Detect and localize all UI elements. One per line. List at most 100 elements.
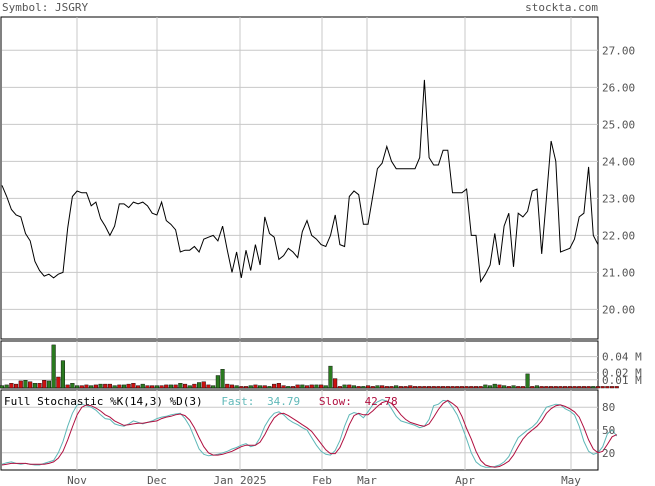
volume-bar: [549, 386, 554, 389]
volume-bar: [394, 385, 399, 389]
volume-bar: [60, 360, 65, 389]
volume-bar: [361, 386, 366, 389]
volume-bar: [9, 383, 14, 389]
volume-bar: [605, 386, 610, 389]
volume-bar: [389, 386, 394, 389]
volume-bar: [558, 386, 563, 389]
stochastic-tick-label: 80: [602, 401, 615, 414]
volume-bar: [187, 385, 192, 389]
volume-tick-label: 0.01 M: [602, 374, 642, 387]
volume-bar: [469, 386, 474, 389]
volume-grid: [2, 341, 598, 388]
price-tick-label: 21.00: [602, 266, 635, 279]
volume-bar: [483, 384, 488, 389]
volume-bar: [272, 383, 277, 389]
volume-bar: [23, 380, 28, 389]
volume-bar: [398, 386, 403, 389]
volume-bar: [74, 385, 80, 389]
volume-panel-frame: [0, 340, 599, 389]
volume-bar: [178, 383, 183, 389]
volume-bar: [248, 385, 253, 389]
volume-bar: [131, 383, 136, 389]
volume-bar: [356, 386, 361, 389]
volume-bar: [375, 385, 380, 389]
stochastic-axis-labels: 80 50 20: [602, 401, 615, 460]
price-panel-frame: [0, 16, 599, 340]
price-line: [1, 79, 599, 284]
volume-bar: [220, 369, 225, 389]
volume-bar: [530, 386, 535, 389]
volume-bar: [506, 386, 511, 389]
volume-bar: [42, 380, 47, 389]
volume-bar: [305, 385, 310, 389]
volume-bar: [65, 384, 70, 389]
volume-bar: [159, 385, 164, 389]
volume-bar: [253, 384, 258, 389]
volume-bar: [563, 386, 568, 389]
volume-bar: [225, 383, 230, 389]
site-label[interactable]: stockta.com: [525, 1, 598, 14]
volume-bar: [4, 384, 9, 389]
volume-bar: [431, 386, 436, 389]
volume-bar: [51, 344, 56, 389]
volume-bar: [140, 383, 145, 389]
x-axis-labels: Nov Dec Jan 2025 Feb Mar Apr May: [67, 474, 581, 486]
stochastic-panel: 80 50 20 Full Stochastic %K(14,3) %D(3) Fa…: [0, 389, 618, 471]
volume-bar: [347, 384, 352, 389]
volume-bar: [32, 383, 37, 389]
volume-bar: [37, 383, 42, 389]
volume-panel: 0.04 M 0.02 M0.01 M: [0, 340, 642, 389]
volume-bar: [300, 384, 305, 389]
volume-tick-label: 0.04 M: [602, 351, 642, 364]
volume-bar: [309, 384, 314, 389]
volume-bar: [488, 385, 493, 389]
x-tick-label: Nov: [67, 474, 87, 486]
volume-bar: [427, 386, 432, 389]
volume-bar: [70, 383, 75, 389]
x-tick-label: Jan 2025: [214, 474, 267, 486]
volume-bar: [89, 385, 94, 389]
price-tick-label: 27.00: [602, 44, 635, 57]
volume-bar: [182, 383, 188, 389]
volume-bar: [511, 385, 516, 389]
volume-bar: [13, 383, 19, 389]
volume-bar: [441, 386, 446, 389]
volume-bar: [243, 386, 249, 389]
volume-bar: [314, 384, 319, 389]
volume-bar: [553, 386, 558, 389]
stochastic-tick-label: 20: [602, 447, 615, 460]
symbol-label: Symbol: JSGRY: [2, 1, 88, 14]
stochastic-slow-line: [1, 399, 618, 468]
volume-bar: [267, 386, 272, 389]
volume-bar: [173, 384, 178, 389]
volume-bar: [28, 381, 33, 389]
volume-bar: [201, 381, 206, 389]
volume-bars: [0, 344, 619, 389]
volume-bar: [121, 384, 127, 389]
volume-bar: [450, 386, 455, 389]
volume-bar: [403, 386, 408, 389]
volume-bar: [229, 384, 235, 389]
volume-bar: [534, 385, 539, 389]
volume-bar: [516, 386, 521, 389]
volume-bar: [215, 375, 220, 389]
volume-bar: [107, 383, 112, 389]
volume-bar: [295, 384, 300, 389]
volume-axis-labels: 0.04 M 0.02 M0.01 M: [602, 351, 642, 387]
slow-value: 42.78: [365, 395, 398, 408]
volume-bar: [459, 386, 464, 389]
volume-bar: [168, 384, 174, 389]
volume-bar: [478, 386, 483, 389]
volume-bar: [196, 382, 202, 389]
price-axis-labels: 27.00 26.00 25.00 24.00 23.00 22.00 21.00 20.00: [602, 44, 635, 316]
volume-bar: [323, 385, 328, 389]
x-tick-label: Feb: [312, 474, 332, 486]
volume-bar: [262, 385, 267, 389]
volume-bar: [164, 384, 169, 389]
volume-bar: [380, 385, 385, 389]
volume-bar: [18, 380, 23, 389]
price-tick-label: 26.00: [602, 81, 635, 94]
volume-bar: [600, 386, 605, 389]
x-tick-label: Dec: [147, 474, 167, 486]
